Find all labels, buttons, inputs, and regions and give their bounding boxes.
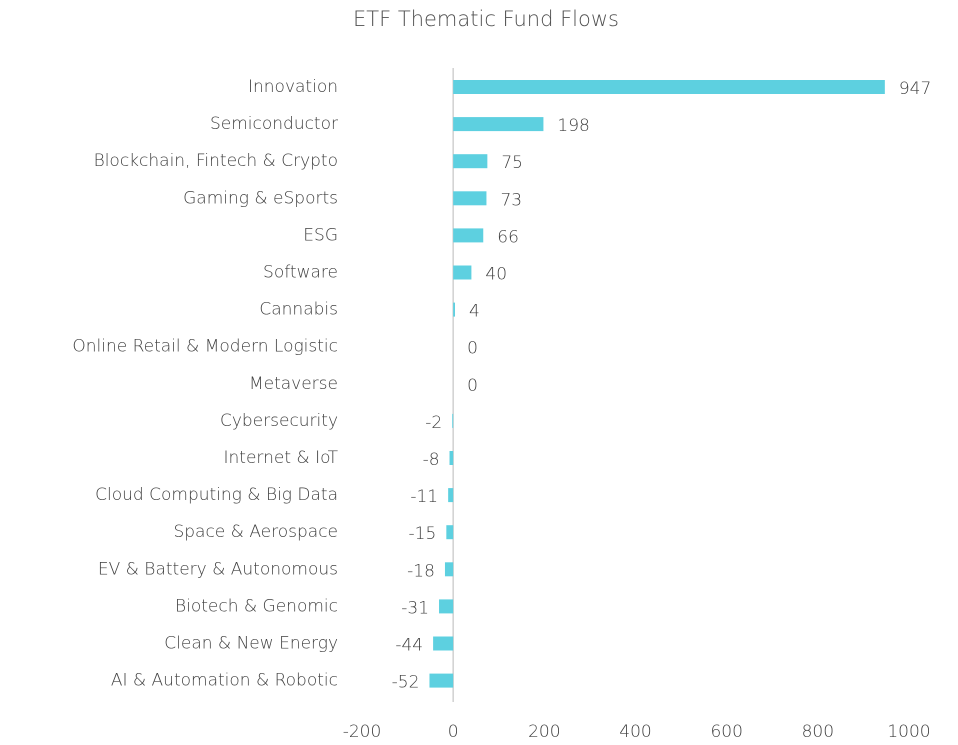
value-label: -8	[423, 450, 440, 470]
y-tick-label: AI & Automation & Robotic	[111, 671, 338, 691]
value-label: 40	[485, 265, 507, 285]
y-tick-label: Cloud Computing & Big Data	[95, 485, 338, 505]
value-label: -11	[410, 487, 438, 507]
chart-title: ETF Thematic Fund Flows	[353, 7, 619, 31]
bar	[452, 413, 454, 428]
y-tick-label: Cybersecurity	[220, 411, 338, 431]
bar	[439, 599, 454, 614]
x-tick-label: -200	[343, 722, 382, 742]
y-tick-label: Gaming & eSports	[183, 188, 338, 208]
bar	[453, 191, 487, 206]
y-tick-label: Metaverse	[249, 374, 338, 394]
value-label: 198	[557, 116, 589, 136]
bar	[446, 525, 454, 540]
x-tick-label: 200	[528, 722, 560, 742]
value-label: -18	[407, 561, 435, 581]
bar	[453, 117, 544, 132]
value-label: 947	[899, 79, 931, 99]
y-tick-label: ESG	[303, 225, 338, 245]
value-label: -2	[425, 413, 442, 433]
y-tick-label: Internet & IoT	[224, 448, 339, 468]
value-label: 75	[501, 153, 523, 173]
y-tick-label: Biotech & Genomic	[175, 596, 338, 616]
bar	[453, 228, 484, 243]
bar	[444, 562, 454, 577]
value-label: -44	[395, 636, 423, 656]
x-tick-label: 800	[802, 722, 834, 742]
y-tick-label: Software	[263, 263, 338, 283]
value-label: 0	[467, 339, 478, 359]
x-tick-label: 1000	[887, 722, 930, 742]
value-label: 66	[497, 227, 519, 247]
value-label: 0	[467, 376, 478, 396]
y-tick-label: Semiconductor	[210, 114, 338, 134]
value-label: -31	[401, 598, 429, 618]
bar	[449, 451, 454, 465]
bar	[453, 80, 885, 94]
bar	[433, 636, 454, 651]
y-tick-label: Space & Aerospace	[173, 522, 338, 542]
x-tick-label: 600	[710, 722, 742, 742]
bar	[453, 302, 455, 317]
value-label: 4	[469, 302, 480, 322]
x-tick-label: 400	[619, 722, 651, 742]
value-label: -15	[409, 524, 437, 544]
y-tick-label: Online Retail & Modern Logistic	[72, 337, 338, 357]
bar	[429, 673, 454, 688]
y-tick-label: EV & Battery & Autonomous	[98, 559, 338, 579]
value-label: -52	[392, 673, 420, 693]
bar	[453, 265, 472, 280]
x-tick-label: 0	[448, 722, 459, 742]
bar	[448, 488, 454, 503]
bar	[453, 154, 488, 169]
y-tick-label: Innovation	[248, 77, 338, 97]
y-tick-label: Clean & New Energy	[164, 634, 338, 654]
value-label: 73	[500, 190, 522, 210]
y-tick-label: Cannabis	[259, 300, 338, 320]
y-tick-label: Blockchain, Fintech & Crypto	[94, 151, 338, 171]
